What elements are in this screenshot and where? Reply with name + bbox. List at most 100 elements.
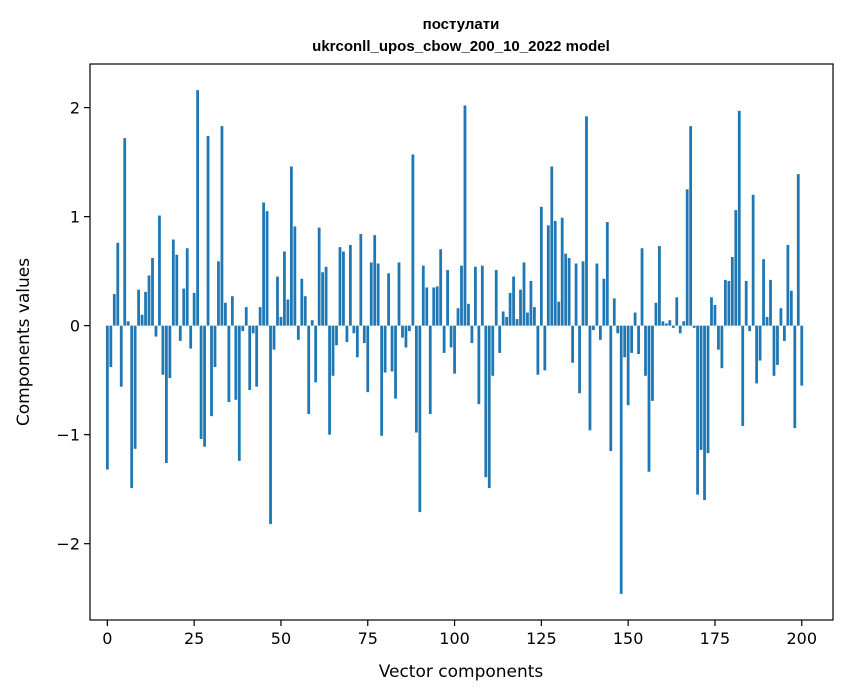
bar-142 bbox=[598, 325, 602, 340]
bar-124 bbox=[536, 325, 540, 375]
bar-121 bbox=[526, 312, 529, 326]
bar-100 bbox=[453, 325, 456, 374]
bar-52 bbox=[286, 299, 290, 326]
bar-20 bbox=[175, 254, 179, 326]
bar-31 bbox=[213, 325, 217, 368]
bar-80 bbox=[383, 325, 387, 373]
bar-36 bbox=[230, 296, 234, 326]
bar-165 bbox=[678, 325, 682, 334]
bar-137 bbox=[581, 261, 585, 326]
bar-4 bbox=[119, 325, 123, 387]
bar-154 bbox=[640, 248, 644, 326]
bar-107 bbox=[477, 325, 481, 405]
chart-subtitle: ukrconll_upos_cbow_200_10_2022 model bbox=[312, 38, 610, 55]
bar-65 bbox=[331, 325, 335, 376]
bar-117 bbox=[512, 276, 515, 326]
bar-167 bbox=[685, 189, 689, 326]
bar-97 bbox=[442, 325, 446, 353]
bar-3 bbox=[116, 242, 120, 326]
bar-82 bbox=[390, 325, 394, 372]
bar-48 bbox=[272, 325, 276, 350]
bar-148 bbox=[619, 325, 623, 594]
y-tick-label: −1 bbox=[56, 426, 80, 445]
x-tick-label: 150 bbox=[613, 629, 644, 648]
bar-193 bbox=[776, 325, 779, 365]
bar-39 bbox=[241, 325, 245, 332]
y-tick-label: 1 bbox=[70, 208, 80, 227]
bar-132 bbox=[564, 253, 568, 326]
bar-30 bbox=[210, 325, 213, 417]
bar-53 bbox=[289, 166, 293, 326]
bar-119 bbox=[519, 289, 522, 326]
bar-174 bbox=[710, 297, 713, 326]
bar-83 bbox=[394, 325, 397, 399]
bar-166 bbox=[682, 321, 686, 326]
bar-136 bbox=[578, 325, 581, 394]
bar-152 bbox=[633, 312, 637, 326]
bar-197 bbox=[789, 290, 793, 326]
bar-94 bbox=[432, 287, 436, 326]
bar-141 bbox=[595, 263, 599, 326]
bar-6 bbox=[126, 321, 130, 326]
y-tick-label: 2 bbox=[70, 99, 80, 118]
bar-69 bbox=[345, 325, 349, 342]
bar-105 bbox=[470, 325, 474, 344]
bar-77 bbox=[373, 235, 377, 326]
bar-45 bbox=[262, 202, 265, 326]
bar-185 bbox=[748, 325, 752, 332]
bar-183 bbox=[741, 325, 745, 426]
bar-29 bbox=[206, 135, 210, 326]
bar-131 bbox=[560, 217, 564, 326]
bar-61 bbox=[317, 227, 321, 326]
plot-frame bbox=[89, 63, 834, 621]
bar-157 bbox=[651, 325, 654, 401]
bar-170 bbox=[696, 325, 699, 495]
bar-177 bbox=[720, 325, 724, 369]
bar-169 bbox=[692, 325, 696, 328]
bar-84 bbox=[397, 262, 401, 326]
y-axis-label: Components values bbox=[14, 258, 34, 426]
bar-191 bbox=[769, 279, 772, 326]
bar-192 bbox=[772, 325, 776, 376]
x-axis-label: Vector components bbox=[379, 662, 544, 682]
bar-95 bbox=[435, 286, 439, 326]
bar-180 bbox=[730, 256, 734, 326]
bar-147 bbox=[616, 325, 620, 334]
x-axis-ticks: 0 25 50 75 100 125 150 175 200 bbox=[102, 620, 817, 648]
bar-155 bbox=[644, 325, 647, 376]
bar-106 bbox=[474, 266, 477, 326]
bar-161 bbox=[664, 323, 668, 326]
bar-113 bbox=[498, 325, 502, 353]
bar-11 bbox=[144, 291, 147, 326]
bar-56 bbox=[300, 278, 304, 326]
bar-120 bbox=[522, 262, 526, 326]
bar-75 bbox=[366, 325, 370, 393]
bar-158 bbox=[654, 302, 658, 326]
bar-190 bbox=[765, 316, 769, 326]
bar-55 bbox=[296, 325, 300, 340]
bar-101 bbox=[456, 308, 460, 326]
bar-163 bbox=[671, 325, 675, 328]
bar-196 bbox=[786, 244, 790, 326]
bar-135 bbox=[574, 263, 578, 326]
bar-32 bbox=[217, 261, 220, 326]
bar-171 bbox=[699, 325, 703, 450]
bar-188 bbox=[758, 325, 762, 361]
bar-60 bbox=[314, 325, 318, 383]
bar-159 bbox=[658, 246, 661, 326]
bar-172 bbox=[703, 325, 706, 501]
bar-164 bbox=[675, 297, 679, 326]
bar-44 bbox=[258, 307, 262, 326]
bar-189 bbox=[762, 259, 765, 326]
bar-71 bbox=[352, 325, 356, 334]
bar-72 bbox=[355, 325, 359, 358]
bar-49 bbox=[276, 276, 279, 326]
bar-70 bbox=[349, 244, 352, 326]
bar-111 bbox=[491, 325, 495, 376]
bar-92 bbox=[425, 287, 429, 326]
bar-123 bbox=[533, 307, 536, 326]
bar-198 bbox=[793, 325, 797, 429]
bar-112 bbox=[494, 270, 498, 326]
bar-22 bbox=[182, 288, 186, 326]
y-tick-label: −2 bbox=[56, 535, 80, 554]
